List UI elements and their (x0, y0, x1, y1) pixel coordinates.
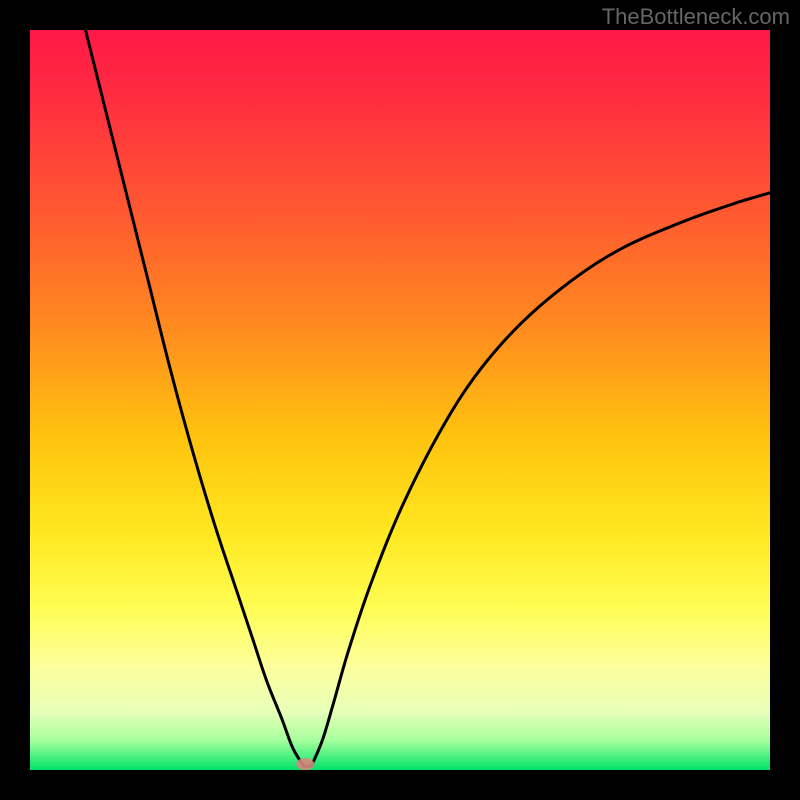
optimal-point-marker (296, 758, 314, 770)
chart-container: TheBottleneck.com (0, 0, 800, 800)
bottleneck-chart (0, 0, 800, 800)
watermark-text: TheBottleneck.com (602, 4, 790, 30)
chart-plot-background (30, 30, 770, 770)
